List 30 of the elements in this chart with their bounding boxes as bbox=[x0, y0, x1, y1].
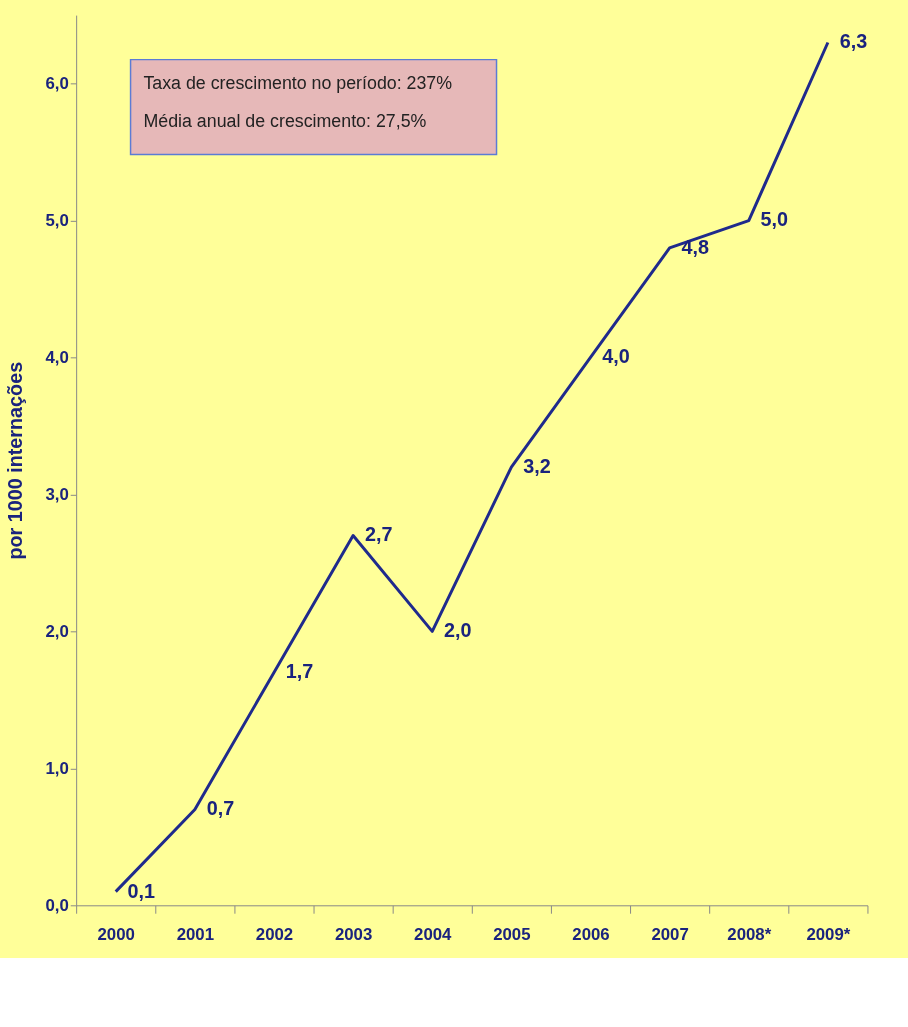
x-tick-label: 2008* bbox=[727, 925, 772, 945]
data-label: 6,3 bbox=[839, 30, 868, 53]
x-tick-label: 2006 bbox=[572, 925, 610, 945]
y-tick-label: 5,0 bbox=[45, 210, 69, 230]
x-tick-label: 2004 bbox=[414, 925, 453, 945]
y-tick-label: 3,0 bbox=[45, 484, 69, 504]
data-label: 2,7 bbox=[364, 523, 393, 546]
x-tick-label: 2000 bbox=[97, 925, 135, 945]
x-tick-label: 2007 bbox=[651, 925, 689, 945]
x-tick-label: 2001 bbox=[176, 925, 215, 945]
data-label: 2,0 bbox=[444, 619, 472, 642]
x-tick-label: 2005 bbox=[493, 925, 531, 945]
x-tick-label: 2009* bbox=[806, 925, 851, 945]
y-tick-label: 1,0 bbox=[45, 758, 69, 778]
y-tick-label: 0,0 bbox=[45, 895, 69, 915]
annotation: Média anual de crescimento: 27,5% bbox=[143, 110, 427, 131]
data-label: 1,7 bbox=[285, 660, 314, 683]
y-tick-label: 6,0 bbox=[45, 74, 69, 94]
annotation: Taxa de crescimento no período: 237% bbox=[143, 73, 453, 94]
data-label: 0,1 bbox=[127, 879, 156, 902]
data-label: 4,8 bbox=[681, 235, 709, 258]
x-tick-label: 2003 bbox=[334, 925, 373, 945]
y-tick-label: 2,0 bbox=[45, 621, 69, 641]
data-label: 0,7 bbox=[206, 797, 235, 820]
data-label: 4,0 bbox=[602, 345, 630, 368]
y-tick-label: 4,0 bbox=[45, 347, 69, 367]
data-label: 3,2 bbox=[523, 454, 551, 477]
data-label: 5,0 bbox=[760, 208, 789, 231]
y-axis-title: por 1000 internações bbox=[3, 361, 26, 560]
x-tick-label: 2002 bbox=[255, 925, 294, 945]
